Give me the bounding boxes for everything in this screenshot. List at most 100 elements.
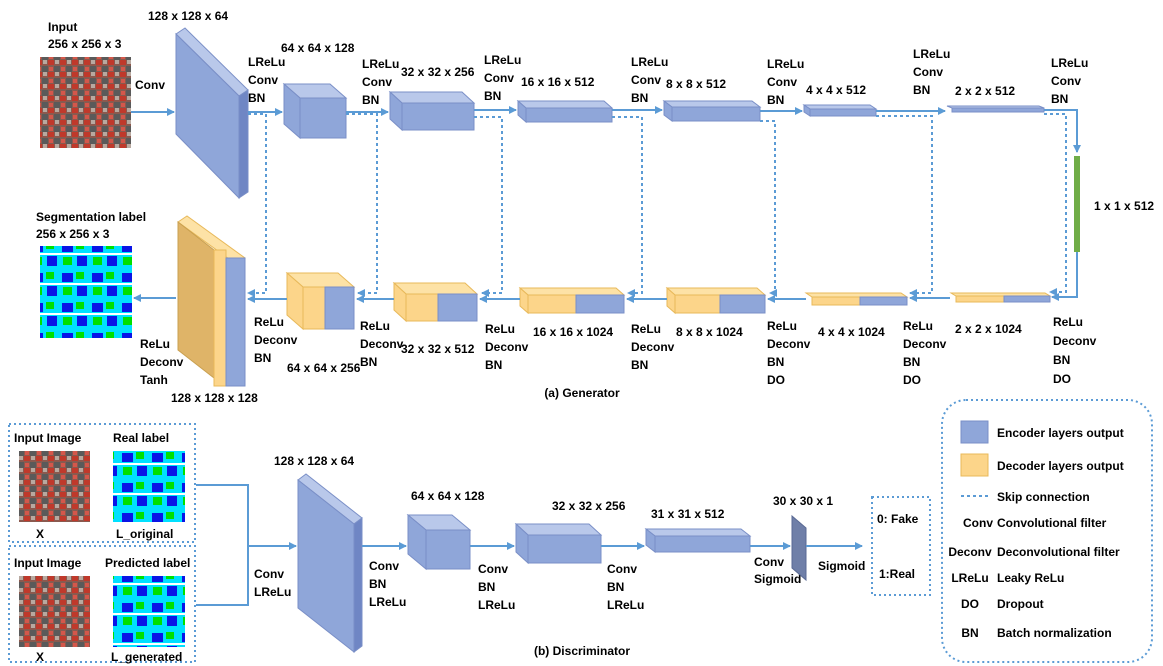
svg-text:BN: BN [913,83,930,97]
enc-block-3 [388,90,476,132]
svg-text:Leaky ReLu: Leaky ReLu [997,571,1064,585]
svg-text:Conv: Conv [754,555,784,569]
dec-block-6 [804,292,909,306]
svg-text:ReLu: ReLu [485,322,515,336]
svg-text:BN: BN [254,351,271,365]
bottleneck-block [1074,156,1080,252]
svg-text:BN: BN [607,580,624,594]
svg-text:BN: BN [369,577,386,591]
disc-conv-sigmoid: Conv Sigmoid [754,555,801,586]
legend-decoder-swatch [960,453,989,477]
enc-size-6: 4 x 4 x 512 [806,83,866,97]
disc-block-1 [297,473,363,654]
predicted-label-image [113,576,185,647]
svg-text:BN: BN [631,358,648,372]
dec-ops-7: ReLu Deconv BN DO [1053,315,1097,386]
input-image [40,57,131,148]
input-size: 256 x 256 x 3 [48,37,122,51]
disc-size-2: 64 x 64 x 128 [411,489,485,503]
svg-text:ReLu: ReLu [254,315,284,329]
svg-text:BN: BN [484,89,501,103]
svg-text:Deconv: Deconv [948,545,992,559]
disc-block-5 [791,514,807,582]
svg-text:Conv: Conv [963,516,993,530]
disc-size-5: 30 x 30 x 1 [773,494,833,508]
svg-text:BN: BN [362,93,379,107]
svg-text:Conv: Conv [254,567,284,581]
enc-size-2: 64 x 64 x 128 [281,41,355,55]
svg-text:ReLu: ReLu [631,322,661,336]
enc-ops-2: LReLu Conv BN [362,57,399,107]
dec-size-5: 8 x 8 x 1024 [676,325,743,339]
disc-block-4 [644,527,752,554]
final-ops: ReLu Deconv Tanh [140,337,184,387]
svg-text:LReLu: LReLu [607,598,644,612]
disc-block-3 [514,522,603,565]
svg-text:Deconv: Deconv [903,337,947,351]
dec-size-7: 2 x 2 x 1024 [955,322,1022,336]
enc-ops-3: LReLu Conv BN [484,53,521,103]
svg-text:ReLu: ReLu [767,319,797,333]
output-fake: 0: Fake [877,512,919,526]
svg-text:LReLu: LReLu [767,57,804,71]
disc-size-3: 32 x 32 x 256 [552,499,626,513]
disc-input-image [19,576,90,647]
first-conv-label: Conv [135,78,165,92]
skip-connections [247,113,1067,297]
generator-caption: (a) Generator [544,386,620,400]
real-pair-box [8,423,196,543]
svg-text:BN: BN [485,358,502,372]
legend-skip-label: Skip connection [997,490,1090,504]
real-label-text: Real label [113,431,169,445]
input-image-label: Input Image [14,431,82,445]
l-original-label: L_original [116,527,173,541]
output-label: Segmentation label [36,210,146,224]
sigmoid-label: Sigmoid [818,559,865,573]
dec-size-4: 16 x 16 x 1024 [533,325,613,339]
dec-ops-2: ReLu Deconv BN [360,319,404,369]
disc-size-1: 128 x 128 x 64 [274,454,354,468]
enc-block-5 [662,100,762,122]
svg-text:Deconv: Deconv [360,337,404,351]
disc-output-box [871,496,931,596]
disc-ops-2: Conv BN LReLu [478,562,515,612]
dec-ops-1: ReLu Deconv BN [254,315,298,365]
svg-text:Conv: Conv [631,73,661,87]
svg-text:LReLu: LReLu [254,585,291,599]
gen-arrow [1051,252,1078,301]
svg-text:LReLu: LReLu [369,595,406,609]
svg-text:Deconv: Deconv [140,355,184,369]
svg-text:Deconv: Deconv [1053,334,1097,348]
gen-arrow [1044,109,1081,153]
disc-input-image [19,451,90,522]
svg-text:LReLu: LReLu [913,47,950,61]
enc-block-2 [282,82,348,140]
output-size: 256 x 256 x 3 [36,227,110,241]
svg-text:BN: BN [248,91,265,105]
dec-size-6: 4 x 4 x 1024 [818,325,885,339]
enc-ops-5: LReLu Conv BN [767,57,804,107]
output-real: 1:Real [879,567,915,581]
svg-text:ReLu: ReLu [360,319,390,333]
svg-text:DO: DO [767,373,785,387]
svg-text:BN: BN [360,355,377,369]
dec-block-1 [177,215,246,387]
disc-block-2 [406,513,472,571]
enc-size-4: 16 x 16 x 512 [521,75,595,89]
svg-text:Deconv: Deconv [631,340,675,354]
svg-text:LReLu: LReLu [362,57,399,71]
svg-text:ReLu: ReLu [140,337,170,351]
fake-pair-box [8,545,196,663]
enc-size-7: 2 x 2 x 512 [955,84,1015,98]
legend-rows: Conv Convolutional filter Deconv Deconvo… [948,516,1120,640]
l-generated-label: L_generated [111,650,182,664]
svg-text:BN: BN [767,93,784,107]
disc-ops-3: Conv BN LReLu [607,562,644,612]
enc-size-3: 32 x 32 x 256 [401,65,475,79]
input-label: Input [48,20,77,34]
svg-text:Conv: Conv [362,75,392,89]
discriminator-caption: (b) Discriminator [534,644,630,658]
dec-ops-5: ReLu Deconv BN DO [767,319,811,387]
enc-ops-4: LReLu Conv BN [631,55,668,105]
enc-block-4 [516,99,614,124]
